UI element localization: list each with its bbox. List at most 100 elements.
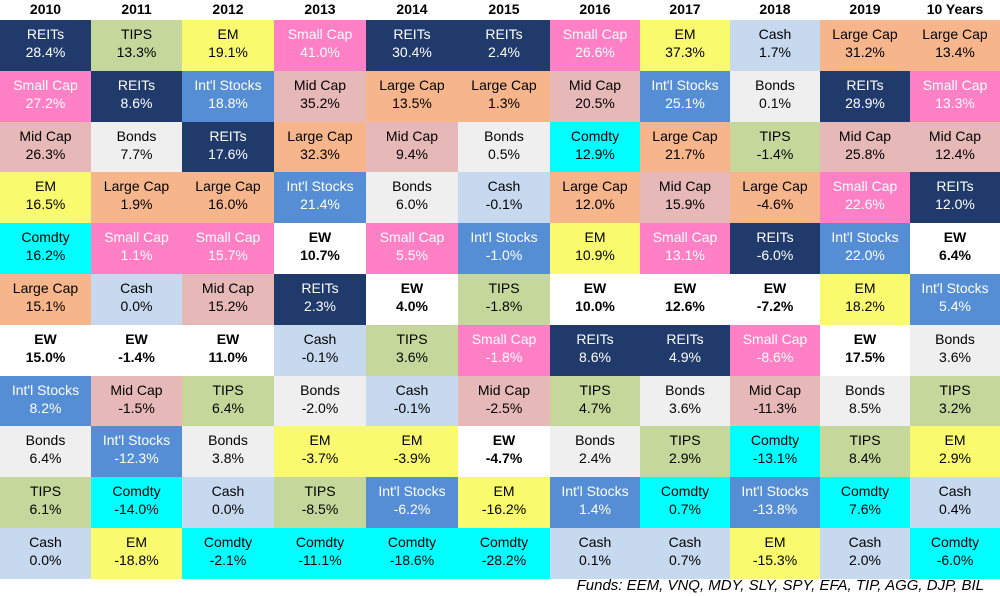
asset-label: REITs [301, 280, 339, 296]
return-value: 0.7% [669, 552, 701, 568]
asset-label: Cash [758, 26, 792, 42]
return-cell: EM 19.1% [182, 20, 274, 71]
return-cell: REITs 2.3% [274, 274, 366, 325]
asset-label: TIPS [759, 128, 791, 144]
return-value: -13.8% [752, 501, 798, 517]
return-cell: Bonds 2.4% [550, 426, 640, 477]
return-cell: Large Cap 1.9% [91, 172, 182, 223]
return-value: 28.4% [25, 44, 66, 60]
asset-label: EW [583, 280, 607, 296]
return-cell: Mid Cap 35.2% [274, 71, 366, 122]
return-cell: EM 18.2% [820, 274, 910, 325]
asset-label: EW [216, 331, 240, 347]
return-cell: EM -3.9% [366, 426, 458, 477]
return-cell: Cash -0.1% [366, 376, 458, 426]
return-cell: EW 12.6% [640, 274, 730, 325]
asset-label: EW [492, 432, 516, 448]
year-header: 2017 [669, 1, 701, 17]
return-value: 37.3% [665, 44, 705, 60]
asset-label: Mid Cap [110, 382, 163, 398]
return-value: 7.7% [120, 146, 153, 162]
return-value: 3.6% [669, 400, 701, 416]
return-value: 0.0% [212, 501, 244, 517]
return-cell: Large Cap 21.7% [640, 122, 730, 172]
return-value: 4.0% [396, 298, 428, 314]
return-cell: Int'l Stocks 25.1% [640, 71, 730, 122]
asset-label: Int'l Stocks [561, 483, 629, 499]
asset-label: Large Cap [379, 77, 445, 93]
asset-label: Comdty [479, 534, 529, 550]
return-value: 12.9% [575, 146, 615, 162]
return-cell: Int'l Stocks -1.0% [458, 223, 550, 274]
asset-label: Mid Cap [201, 280, 255, 296]
return-cell: TIPS -8.5% [274, 477, 366, 528]
return-value: 26.3% [25, 146, 66, 162]
return-value: -15.3% [752, 552, 798, 568]
return-cell: Small Cap 22.6% [820, 172, 910, 223]
asset-label: Small Cap [471, 331, 537, 347]
return-cell: REITs 28.9% [820, 71, 910, 122]
return-cell: Comdty 16.2% [0, 223, 91, 274]
asset-label: Bonds [665, 382, 705, 398]
return-cell: Bonds 6.0% [366, 172, 458, 223]
return-cell: Int'l Stocks 22.0% [820, 223, 910, 274]
asset-label: REITs [666, 331, 704, 347]
return-value: 13.1% [665, 247, 705, 263]
return-cell: REITs 30.4% [366, 20, 458, 71]
return-cell: Cash -0.1% [274, 325, 366, 376]
asset-label: Int'l Stocks [378, 483, 446, 499]
return-cell: Mid Cap -2.5% [458, 376, 550, 426]
asset-label: Large Cap [12, 280, 79, 296]
return-value: 18.2% [845, 298, 885, 314]
asset-label: Bonds [755, 77, 795, 93]
return-value: 6.1% [29, 501, 62, 517]
asset-label: Int'l Stocks [102, 432, 171, 448]
return-cell: REITs 2.4% [458, 20, 550, 71]
asset-label: Cash [395, 382, 429, 398]
return-value: 0.1% [759, 95, 791, 111]
return-value: 13.3% [935, 95, 975, 111]
return-value: 0.5% [488, 146, 520, 162]
return-value: 6.4% [212, 400, 244, 416]
return-value: -8.5% [301, 501, 339, 517]
return-cell: EM -18.8% [91, 528, 182, 579]
return-cell: Bonds -2.0% [274, 376, 366, 426]
return-cell: Mid Cap 26.3% [0, 122, 91, 172]
return-value: 3.6% [396, 349, 428, 365]
return-cell: TIPS 3.6% [366, 325, 458, 376]
asset-label: Small Cap [922, 77, 988, 93]
return-value: 27.2% [25, 95, 66, 111]
return-value: 1.4% [579, 501, 611, 517]
return-cell: REITs 28.4% [0, 20, 91, 71]
return-cell: Mid Cap 15.9% [640, 172, 730, 223]
return-value: 2.9% [939, 450, 971, 466]
asset-label: Int'l Stocks [921, 280, 989, 296]
asset-label: EM [217, 26, 239, 42]
asset-label: TIPS [488, 280, 520, 296]
return-value: 17.5% [845, 349, 885, 365]
asset-label: REITs [846, 77, 884, 93]
return-cell: Int'l Stocks -12.3% [91, 426, 182, 477]
asset-label: Cash [487, 178, 521, 194]
return-cell: Int'l Stocks 5.4% [910, 274, 1000, 325]
return-cell: Bonds 3.6% [910, 325, 1000, 376]
asset-label: Small Cap [652, 229, 718, 245]
return-value: -28.2% [481, 552, 527, 568]
asset-label: EM [309, 432, 331, 448]
return-cell: Cash 2.0% [820, 528, 910, 579]
return-value: -12.3% [114, 450, 159, 466]
return-cell: Mid Cap 9.4% [366, 122, 458, 172]
return-cell: EM 2.9% [910, 426, 1000, 477]
return-value: 5.4% [939, 298, 971, 314]
asset-label: Small Cap [562, 26, 628, 42]
return-value: 31.2% [845, 44, 885, 60]
return-cell: EW 10.7% [274, 223, 366, 274]
return-value: 16.0% [208, 196, 248, 212]
asset-label: Comdty [750, 432, 800, 448]
asset-label: TIPS [29, 483, 62, 499]
asset-label: Mid Cap [658, 178, 712, 194]
return-cell: Cash 0.1% [550, 528, 640, 579]
return-value: 1.3% [488, 95, 520, 111]
return-cell: Mid Cap -11.3% [730, 376, 820, 426]
return-value: 16.5% [25, 196, 66, 212]
